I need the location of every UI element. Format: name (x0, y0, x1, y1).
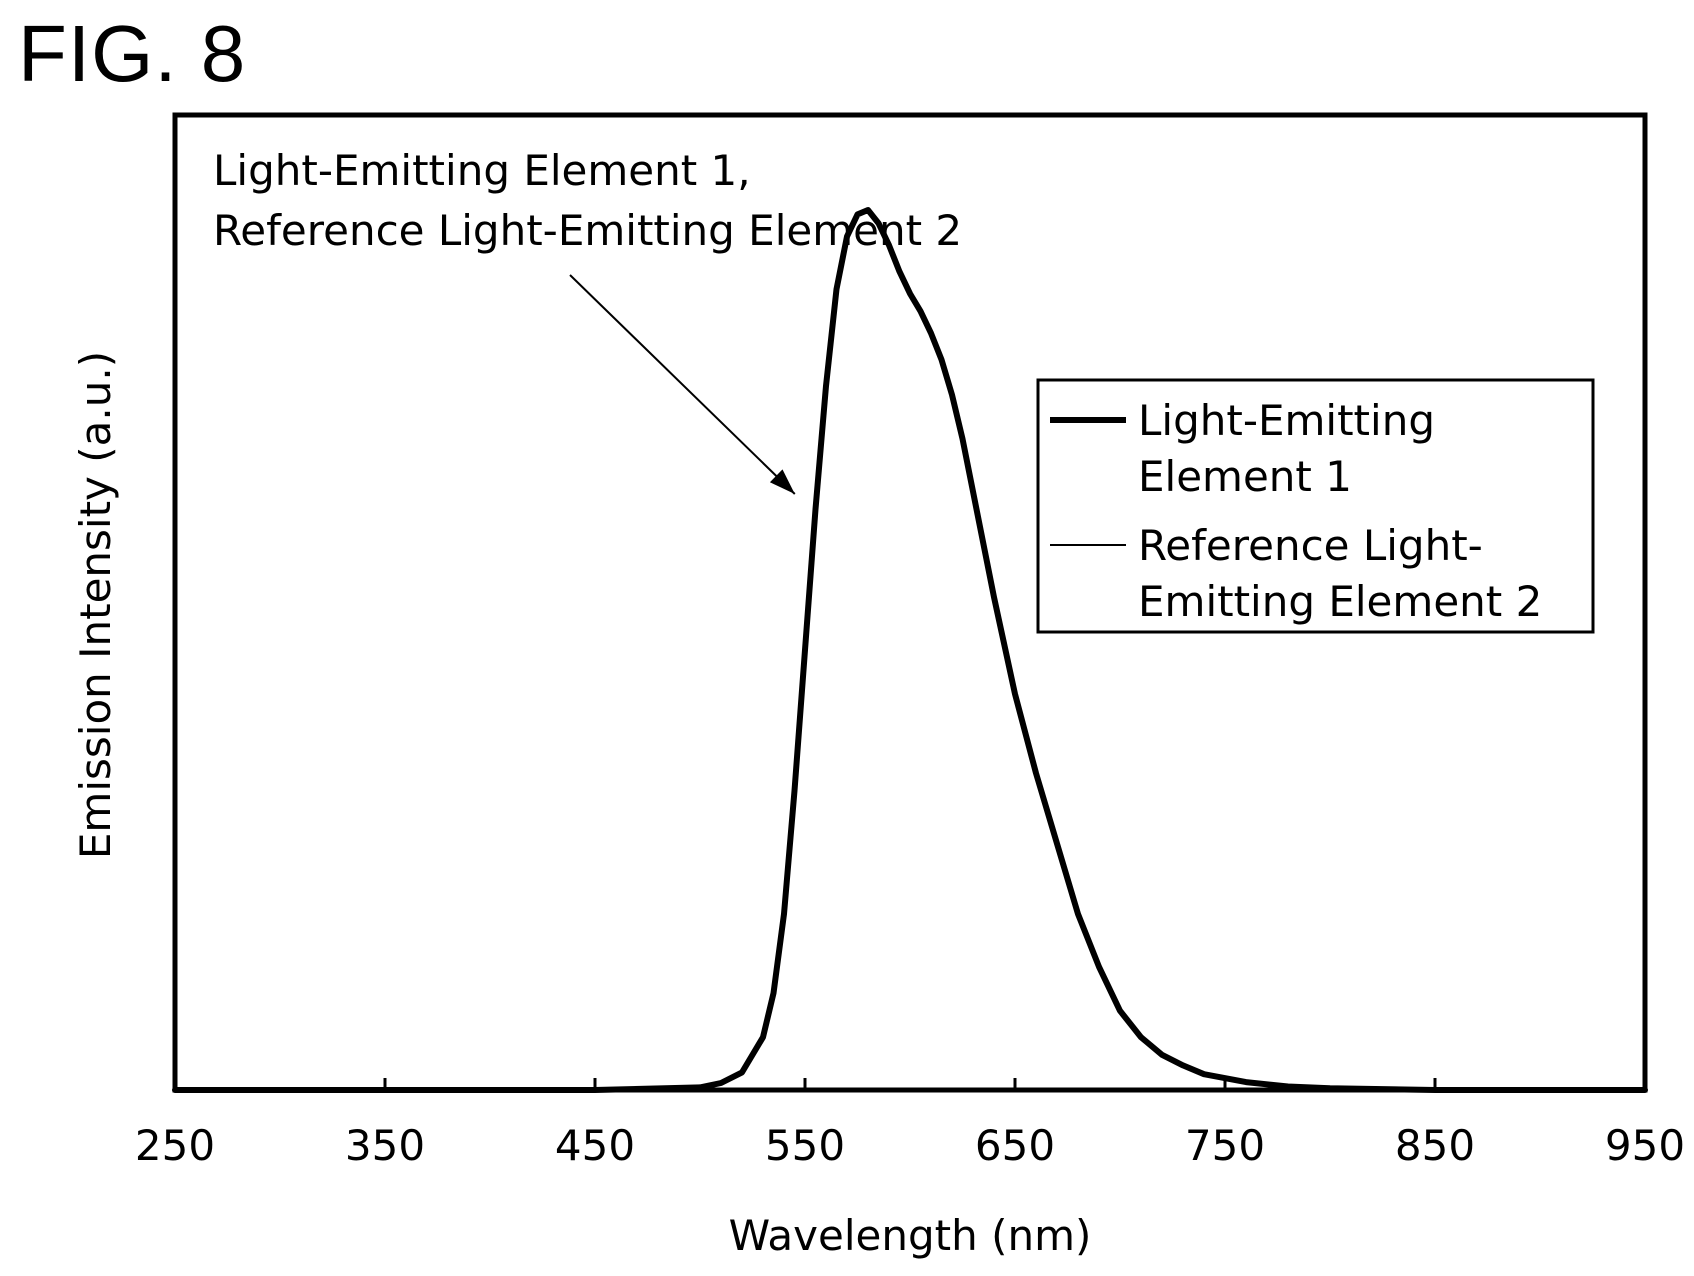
annotation: Light-Emitting Element 1, Reference Light… (213, 146, 962, 495)
plot-frame (172, 112, 1648, 1093)
figure-label: FIG. 8 (18, 9, 247, 98)
x-tick-label: 850 (1395, 1121, 1475, 1170)
annotation-arrowhead (769, 469, 795, 494)
x-tick-label: 350 (345, 1121, 425, 1170)
x-tick-label: 450 (555, 1121, 635, 1170)
legend-label: Light-Emitting (1138, 396, 1435, 445)
series-line-1 (172, 207, 1648, 1093)
x-tick-label: 650 (975, 1121, 1055, 1170)
series-line-2 (174, 209, 1646, 1091)
x-tick-label: 250 (135, 1121, 215, 1170)
legend-box (1036, 378, 1595, 634)
x-tick-label: 750 (1185, 1121, 1265, 1170)
x-axis-label: Wavelength (nm) (729, 1211, 1092, 1260)
annotation-arrow (569, 274, 796, 495)
x-tick-label: 550 (765, 1121, 845, 1170)
legend-label: Reference Light- (1138, 521, 1483, 570)
legend: Light-Emitting Element 1 Reference Light- E… (1036, 378, 1595, 634)
legend-label: Element 1 (1138, 452, 1352, 501)
annotation-line: Light-Emitting Element 1, (213, 146, 751, 195)
x-tick-label: 950 (1605, 1121, 1685, 1170)
y-axis-label: Emission Intensity (a.u.) (71, 351, 120, 859)
annotation-line: Reference Light-Emitting Element 2 (213, 206, 962, 255)
legend-label: Emitting Element 2 (1138, 577, 1542, 626)
